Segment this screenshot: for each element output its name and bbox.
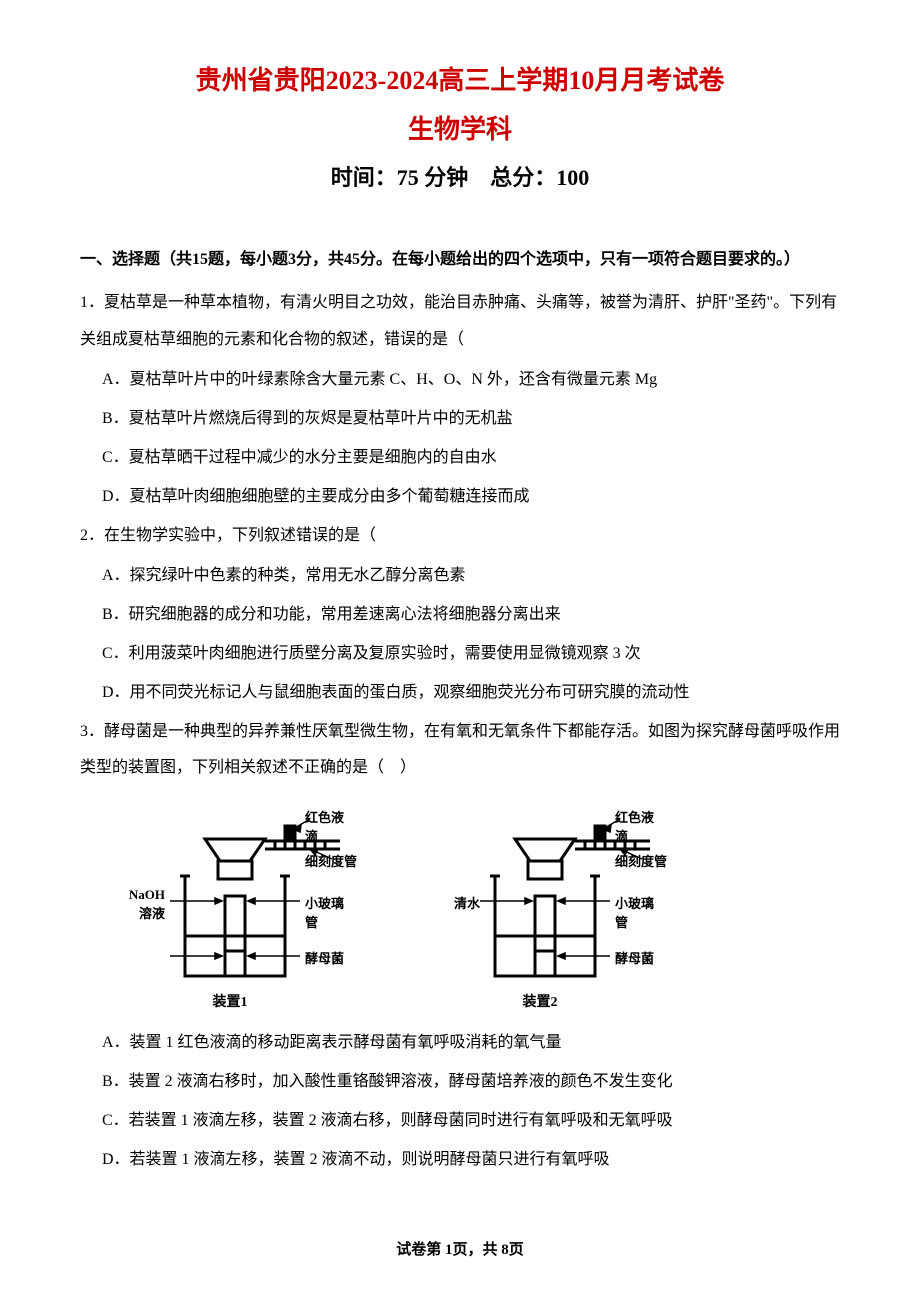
apparatus-1: 红色液滴 细刻度管 小玻璃管 酵母菌 NaOH 溶液 装置1 (110, 801, 350, 1011)
question-1-option-b: B．夏枯草叶片燃烧后得到的灰烬是夏枯草叶片中的无机盐 (80, 401, 840, 438)
exam-title-sub: 生物学科 (80, 109, 840, 146)
label-glass-tube-2: 小玻璃管 (615, 893, 660, 931)
label-water: 清水 (435, 893, 480, 912)
question-3-option-a: A．装置 1 红色液滴的移动距离表示酵母菌有氧呼吸消耗的氧气量 (80, 1025, 840, 1062)
time-and-score: 时间：75 分钟 总分：100 (80, 160, 840, 192)
question-3-option-d: D．若装置 1 液滴左移，装置 2 液滴不动，则说明酵母菌只进行有氧呼吸 (80, 1142, 840, 1179)
apparatus-1-name: 装置1 (110, 991, 350, 1011)
question-1-stem: 1．夏枯草是一种草本植物，有清火明目之功效，能治目赤肿痛、头痛等，被誉为清肝、护… (80, 285, 840, 359)
label-red-drop-1: 红色液滴 (305, 807, 350, 845)
label-naoh-line2: 溶液 (110, 903, 165, 922)
question-2-option-d: D．用不同荧光标记人与鼠细胞表面的蛋白质，观察细胞荧光分布可研究膜的流动性 (80, 675, 840, 712)
apparatus-diagram: 红色液滴 细刻度管 小玻璃管 酵母菌 NaOH 溶液 装置1 (110, 801, 840, 1011)
question-2-stem: 2．在生物学实验中，下列叙述错误的是（ (80, 518, 840, 555)
apparatus-2-name: 装置2 (420, 991, 660, 1011)
apparatus-2: 红色液滴 细刻度管 小玻璃管 酵母菌 清水 装置2 (420, 801, 660, 1011)
question-1-option-c: C．夏枯草晒干过程中减少的水分主要是细胞内的自由水 (80, 440, 840, 477)
question-2-option-a: A．探究绿叶中色素的种类，常用无水乙醇分离色素 (80, 558, 840, 595)
label-yeast-2: 酵母菌 (615, 948, 654, 967)
question-3-option-c: C．若装置 1 液滴左移，装置 2 液滴右移，则酵母菌同时进行有氧呼吸和无氧呼吸 (80, 1103, 840, 1140)
label-glass-tube-1: 小玻璃管 (305, 893, 350, 931)
question-3-option-b: B．装置 2 液滴右移时，加入酸性重铬酸钾溶液，酵母菌培养液的颜色不发生变化 (80, 1064, 840, 1101)
label-yeast-1: 酵母菌 (305, 948, 344, 967)
label-naoh-line1: NaOH (110, 887, 165, 903)
question-1-option-d: D．夏枯草叶肉细胞细胞壁的主要成分由多个葡萄糖连接而成 (80, 479, 840, 516)
label-grad-tube-2: 细刻度管 (615, 851, 675, 870)
page-footer: 试卷第 1页，共 8页 (80, 1238, 840, 1259)
exam-title-main: 贵州省贵阳2023-2024高三上学期10月月考试卷 (80, 60, 840, 97)
question-1-option-a: A．夏枯草叶片中的叶绿素除含大量元素 C、H、O、N 外，还含有微量元素 Mg (80, 362, 840, 399)
section-1-header: 一、选择题（共15题，每小题3分，共45分。在每小题给出的四个选项中，只有一项符… (80, 242, 840, 279)
question-3-stem: 3．酵母菌是一种典型的异养兼性厌氧型微生物，在有氧和无氧条件下都能存活。如图为探… (80, 714, 840, 788)
label-red-drop-2: 红色液滴 (615, 807, 660, 845)
label-grad-tube-1: 细刻度管 (305, 851, 365, 870)
question-2-option-b: B．研究细胞器的成分和功能，常用差速离心法将细胞器分离出来 (80, 597, 840, 634)
question-2-option-c: C．利用菠菜叶肉细胞进行质壁分离及复原实验时，需要使用显微镜观察 3 次 (80, 636, 840, 673)
